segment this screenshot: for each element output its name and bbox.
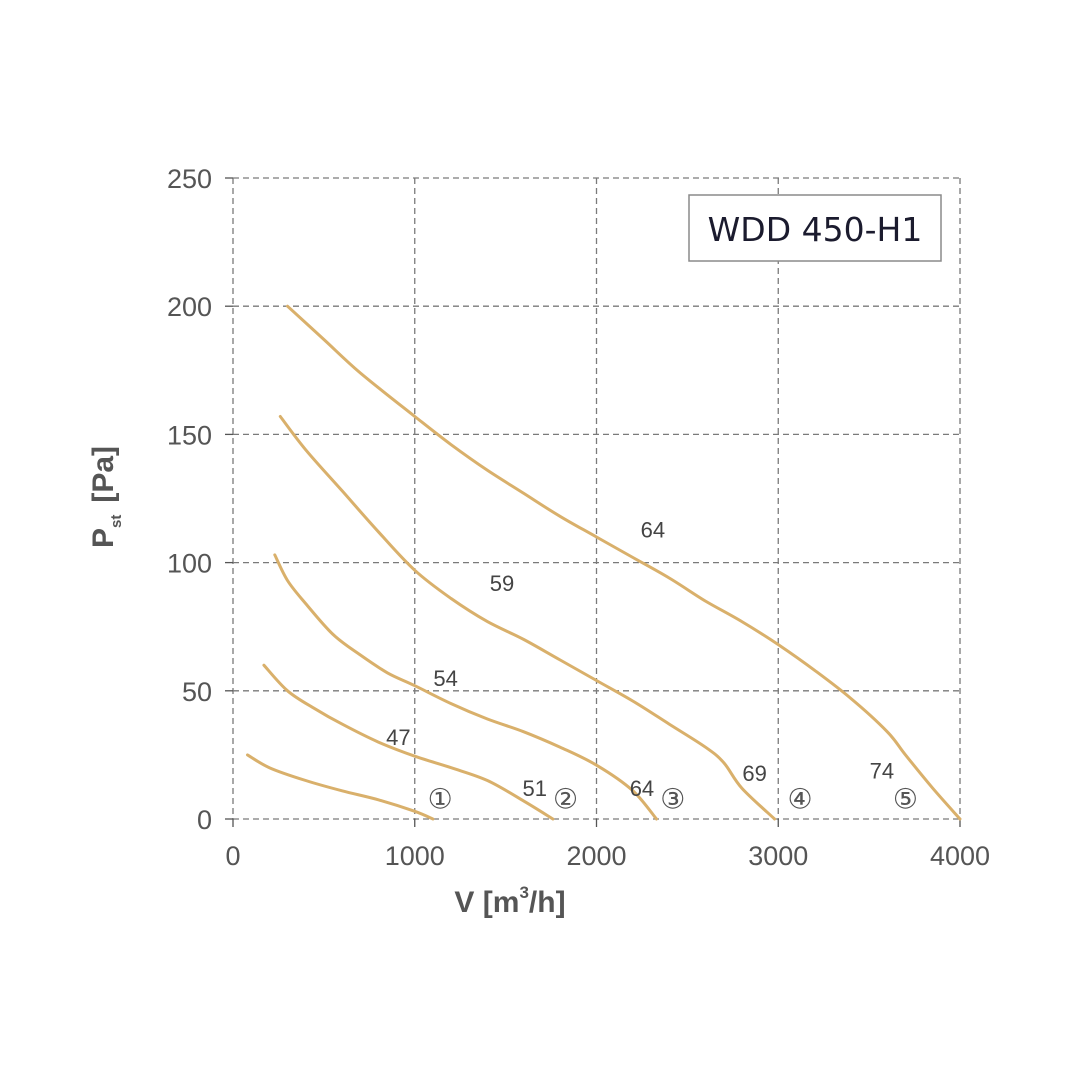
curve-number-labels: ① ② ③ ④ ⑤	[428, 782, 918, 815]
curve-annotation-7: 74	[870, 758, 894, 783]
curve-2	[262, 663, 555, 821]
y-tick-label-2: 100	[167, 549, 212, 579]
curve-number-label-1: ①	[428, 782, 453, 815]
x-tick-label-3: 3000	[748, 841, 808, 871]
curve-4	[278, 415, 777, 821]
title-box: WDD 450-H1	[688, 194, 942, 262]
curve-5	[286, 304, 962, 821]
y-tick-label-4: 200	[167, 292, 212, 322]
x-tick-label-1: 1000	[385, 841, 445, 871]
curve-number-label-5: ⑤	[893, 782, 918, 815]
y-axis-label: Pst[Pa]	[87, 446, 125, 548]
curves	[246, 304, 962, 821]
curve-annotation-2: 54	[433, 666, 457, 691]
y-tick-label-5: 250	[167, 164, 212, 194]
curve-number-label-3: ③	[660, 782, 685, 815]
curve-annotation-4: 51	[522, 776, 546, 801]
y-tick-label-3: 150	[167, 420, 212, 450]
curve-annotation-3: 47	[386, 725, 410, 750]
curve-annotation-5: 64	[630, 776, 654, 801]
x-tick-label-2: 2000	[566, 841, 626, 871]
curve-number-label-2: ②	[553, 782, 578, 815]
y-axis-ticks: 0 50 100 150 200 250	[167, 164, 212, 835]
x-axis-ticks: 0 1000 2000 3000 4000	[225, 841, 990, 871]
x-tick-label-0: 0	[225, 841, 240, 871]
curve-annotations: 64 59 54 47 51 64 69 74	[386, 517, 894, 801]
curve-annotation-0: 64	[641, 517, 665, 542]
y-tick-label-0: 0	[197, 805, 212, 835]
x-tick-label-4: 4000	[930, 841, 990, 871]
curve-number-label-4: ④	[788, 782, 813, 815]
curve-3	[273, 553, 658, 821]
curve-1	[246, 753, 435, 821]
grid	[225, 177, 961, 827]
curve-annotation-1: 59	[490, 571, 514, 596]
curve-annotation-6: 69	[742, 761, 766, 786]
y-tick-label-1: 50	[182, 677, 212, 707]
chart-title: WDD 450-H1	[708, 210, 923, 249]
x-axis-label: V [m3/h]	[454, 883, 565, 919]
